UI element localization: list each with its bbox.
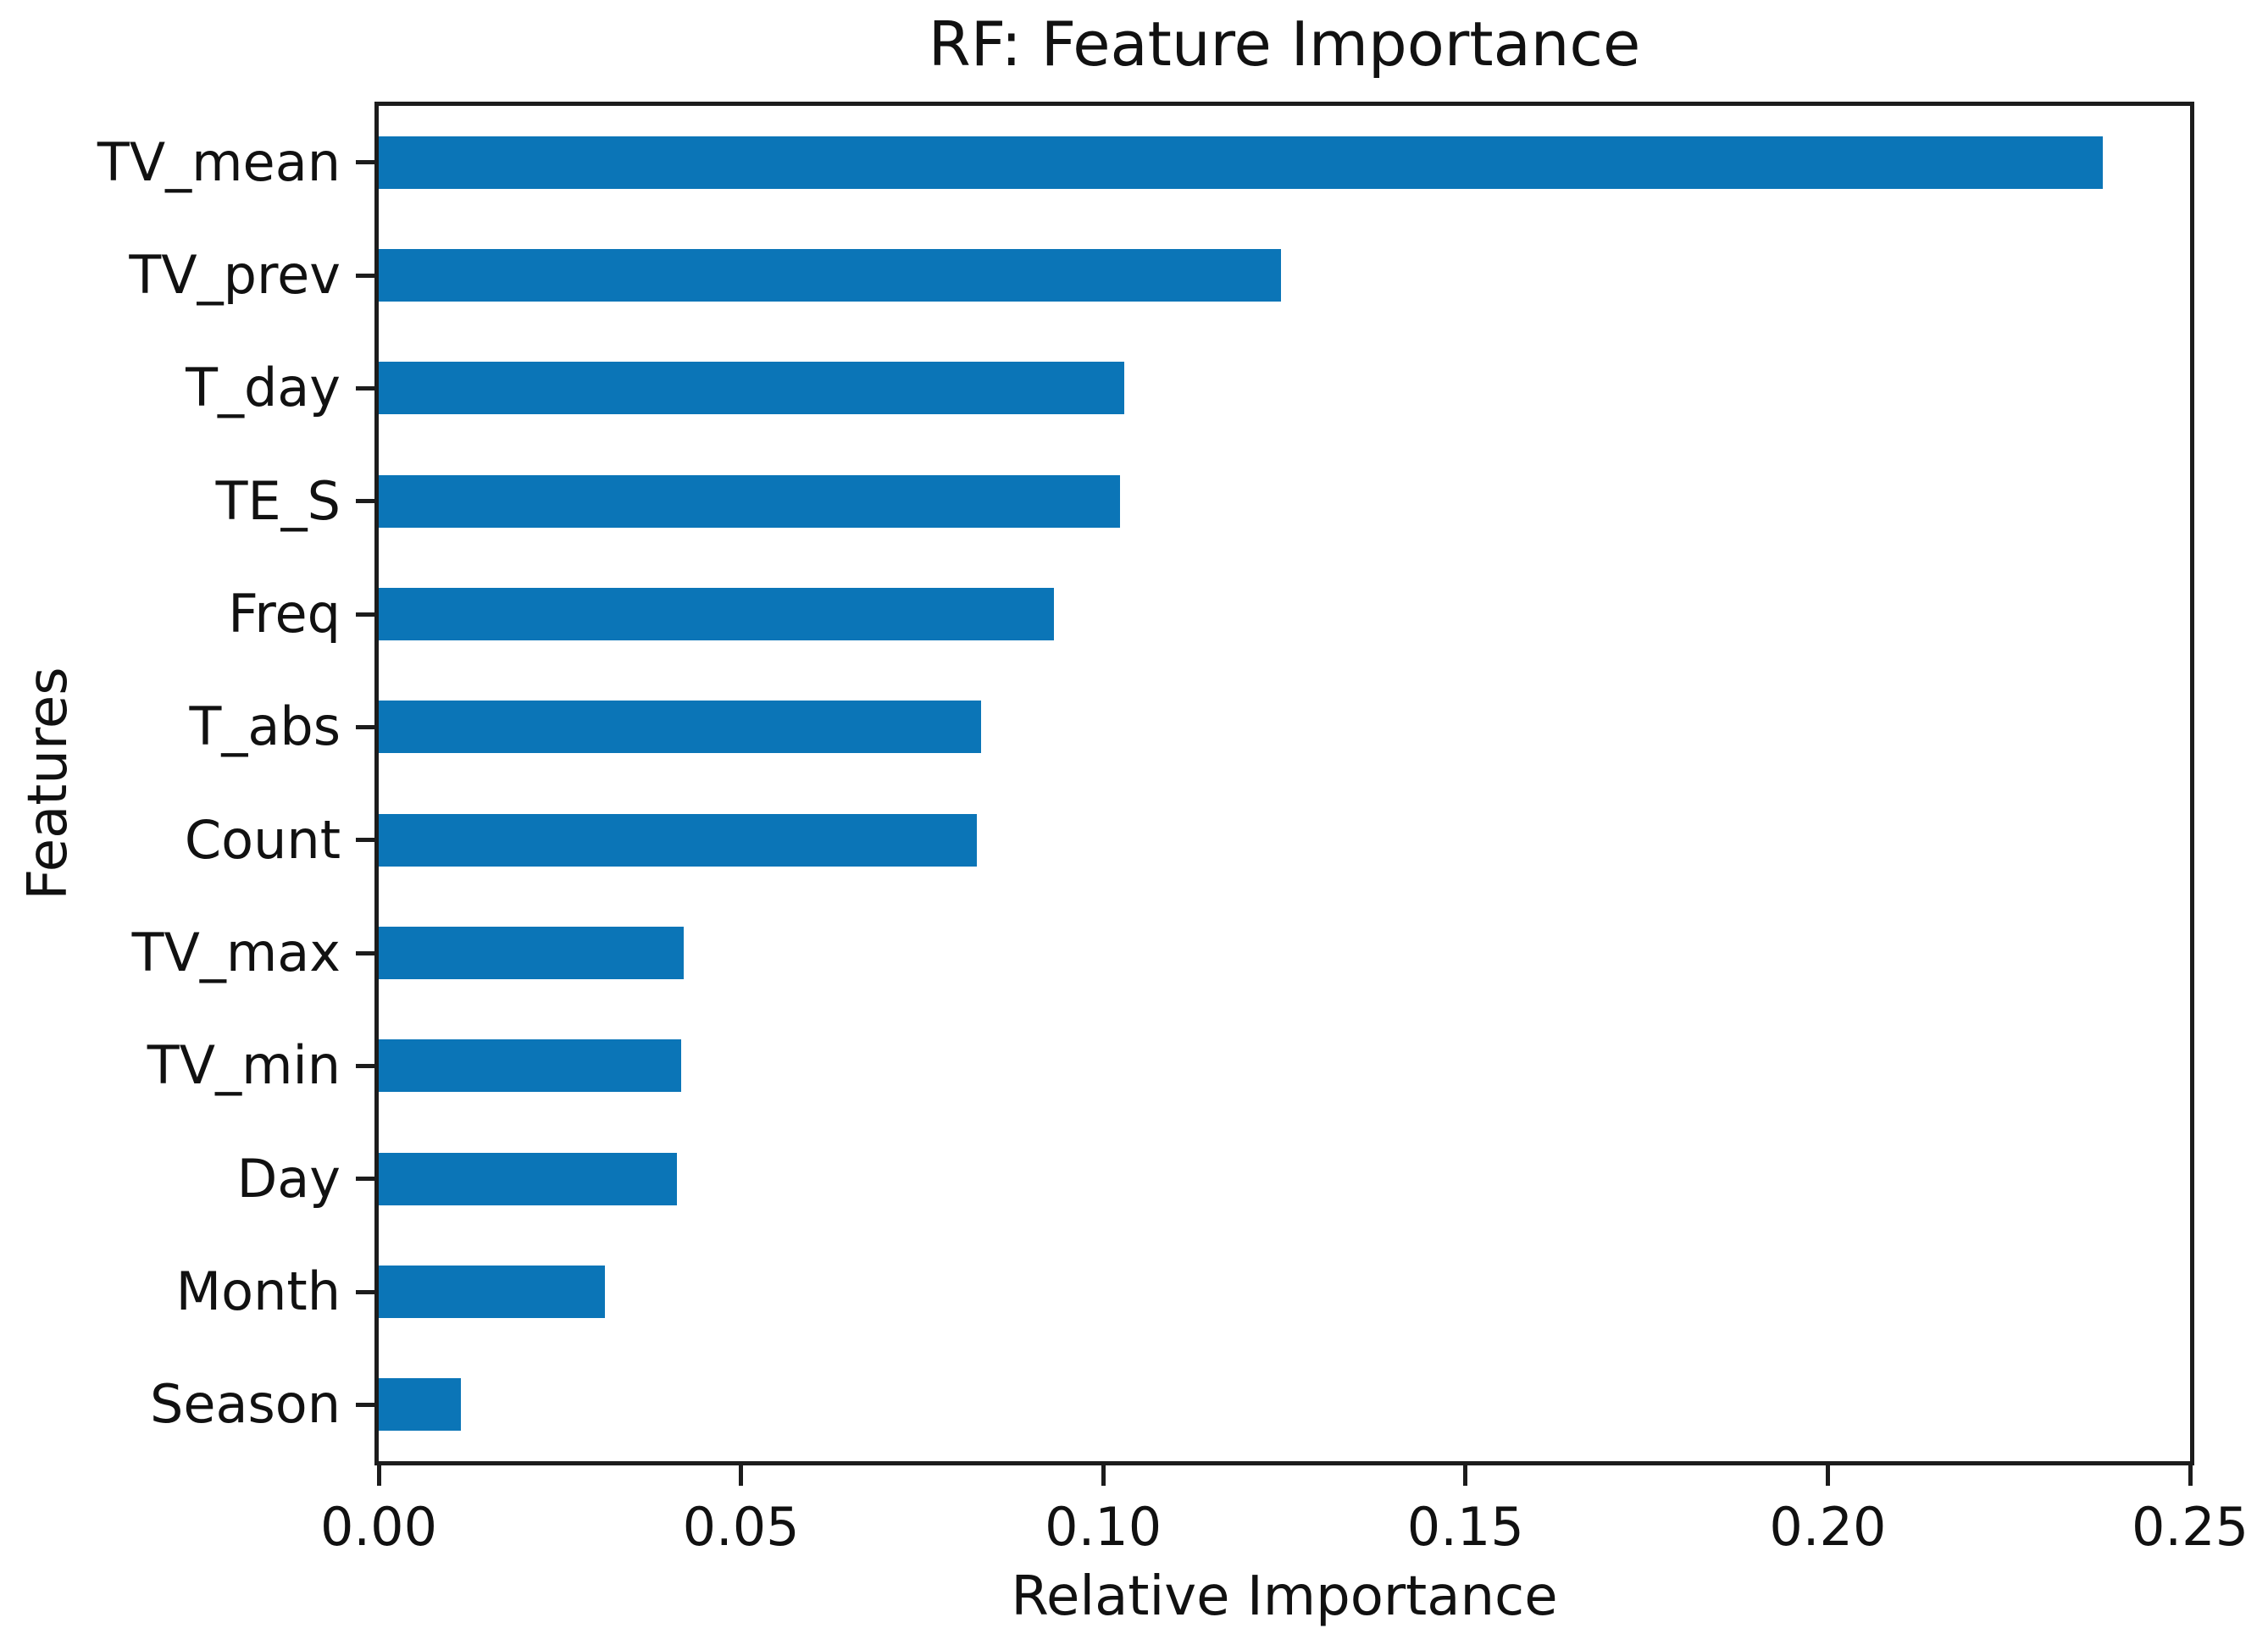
x-tick-label-0.05: 0.05 (682, 1496, 800, 1558)
chart-title: RF: Feature Importance (928, 8, 1641, 80)
y-tick-label-T_day: T_day (186, 357, 341, 419)
y-tick-label-TV_prev: TV_prev (129, 244, 341, 306)
x-tick-label-0.25: 0.25 (2131, 1496, 2249, 1558)
y-tick-mark-T_abs (356, 724, 374, 729)
bar-TV_prev (379, 249, 1281, 302)
x-tick-mark-0.10 (1101, 1465, 1106, 1486)
y-tick-mark-Freq (356, 612, 374, 617)
bar-Day (379, 1152, 678, 1205)
x-axis-label: Relative Importance (1011, 1565, 1558, 1628)
y-tick-label-Count: Count (184, 808, 341, 871)
y-tick-mark-TV_min (356, 1063, 374, 1068)
x-tick-label-0.15: 0.15 (1406, 1496, 1524, 1558)
y-tick-mark-TV_max (356, 950, 374, 955)
plot-area (374, 102, 2194, 1465)
x-tick-label-0.20: 0.20 (1769, 1496, 1887, 1558)
y-tick-label-Day: Day (236, 1147, 341, 1210)
x-tick-mark-0.15 (1463, 1465, 1468, 1486)
bar-Season (379, 1378, 461, 1432)
x-tick-mark-0.25 (2188, 1465, 2193, 1486)
y-tick-label-TE_S: TE_S (215, 469, 341, 532)
x-tick-label-0.00: 0.00 (319, 1496, 438, 1558)
bar-Month (379, 1266, 605, 1318)
y-tick-label-Season: Season (149, 1373, 341, 1436)
x-tick-mark-0.20 (1825, 1465, 1830, 1486)
y-tick-mark-TE_S (356, 499, 374, 504)
bar-Count (379, 813, 977, 867)
y-tick-mark-Month (356, 1289, 374, 1294)
y-tick-mark-Count (356, 838, 374, 843)
bar-TV_max (379, 927, 685, 979)
y-tick-mark-T_day (356, 385, 374, 390)
y-tick-mark-Season (356, 1402, 374, 1407)
bar-TV_min (379, 1039, 681, 1093)
y-tick-label-T_abs: T_abs (189, 695, 341, 758)
y-tick-label-Freq: Freq (228, 583, 341, 645)
y-tick-label-TV_min: TV_min (147, 1034, 341, 1097)
bar-T_day (379, 362, 1124, 415)
bar-Freq (379, 588, 1055, 640)
y-tick-label-TV_mean: TV_mean (97, 130, 341, 193)
y-tick-label-Month: Month (175, 1260, 341, 1322)
bar-TV_mean (379, 136, 2104, 189)
bar-TE_S (379, 474, 1120, 528)
x-tick-mark-0.05 (739, 1465, 744, 1486)
bar-T_abs (379, 701, 981, 754)
x-tick-label-0.10: 0.10 (1045, 1496, 1162, 1558)
x-tick-mark-0.00 (376, 1465, 381, 1486)
y-tick-mark-TV_mean (356, 160, 374, 165)
y-tick-mark-TV_prev (356, 273, 374, 278)
y-tick-mark-Day (356, 1177, 374, 1182)
y-tick-label-TV_max: TV_max (131, 922, 341, 983)
